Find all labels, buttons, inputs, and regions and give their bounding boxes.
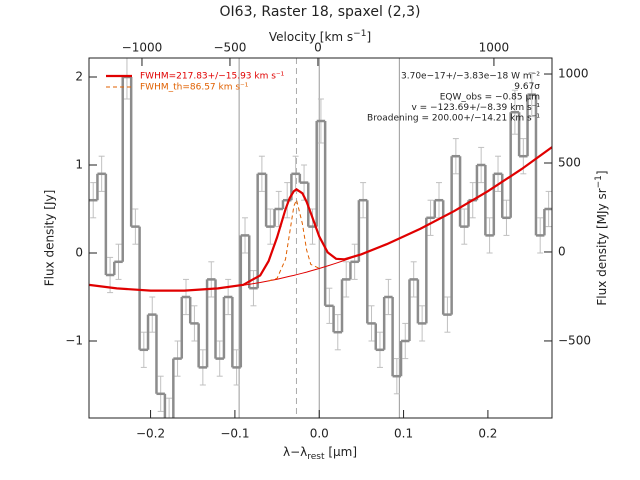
y-tick-label: −1 <box>65 334 83 348</box>
y2-tick-label: −500 <box>558 333 591 347</box>
legend-label: FWHM_th=86.57 km s⁻¹ <box>140 83 249 93</box>
x2-label-main: Velocity [km s <box>269 30 353 44</box>
fit-curve <box>268 198 320 282</box>
y2-tick-label: 500 <box>558 155 581 169</box>
x-tick-label: −0.2 <box>136 427 165 441</box>
plot-frame <box>88 57 553 419</box>
y2-tick-label: 1000 <box>558 67 589 81</box>
x-tick-label: −0.1 <box>220 427 249 441</box>
plot-area <box>89 58 552 418</box>
x-tick-label: 0.0 <box>310 427 329 441</box>
y-tick-label: 0 <box>75 246 83 260</box>
x-tick-label: 0.2 <box>478 427 497 441</box>
annotation: 3.70e−17+/−3.83e−18 W m⁻² <box>401 72 540 82</box>
x2-tick-label: 1000 <box>479 41 510 55</box>
y2-label-sup: −1 <box>594 175 604 188</box>
y2-label-main: Flux density [MJy sr <box>595 188 609 305</box>
y-tick-label: 1 <box>75 158 83 172</box>
x-axis-label: λ−λrest [μm] <box>283 445 357 462</box>
x2-label-sup: −1 <box>353 29 366 39</box>
y2-label-tail: ] <box>595 170 609 175</box>
x2-axis-label: Velocity [km s−1] <box>269 29 371 44</box>
x2-tick-label: −500 <box>213 41 246 55</box>
x2-label-tail: ] <box>366 30 371 44</box>
fit-curve <box>89 146 552 292</box>
x-label-tail: [μm] <box>325 445 358 459</box>
y2-tick-label: 0 <box>558 244 566 258</box>
annotation: EQW_obs = −0.85 μm <box>440 93 540 103</box>
annotation: v = −123.69+/−8.39 km s⁻¹ <box>411 103 540 113</box>
y-tick-label: 2 <box>75 70 83 84</box>
chart-title: OI63, Raster 18, spaxel (2,3) <box>220 4 421 20</box>
y2-axis-label: Flux density [MJy sr−1] <box>594 170 609 305</box>
x2-tick-label: −1000 <box>122 41 163 55</box>
x-tick-label: 0.1 <box>394 427 413 441</box>
annotation: Broadening = 200.00+/−14.21 km s⁻¹ <box>367 114 540 124</box>
x2-tick-label: 0 <box>314 41 322 55</box>
y-axis-label: Flux density [Jy] <box>43 190 57 287</box>
legend-label: FWHM=217.83+/−15.93 km s⁻¹ <box>140 72 285 82</box>
x-label-sub: rest <box>307 452 325 462</box>
x-label-main: λ−λ <box>283 445 307 459</box>
annotation: 9.67σ <box>514 82 540 92</box>
